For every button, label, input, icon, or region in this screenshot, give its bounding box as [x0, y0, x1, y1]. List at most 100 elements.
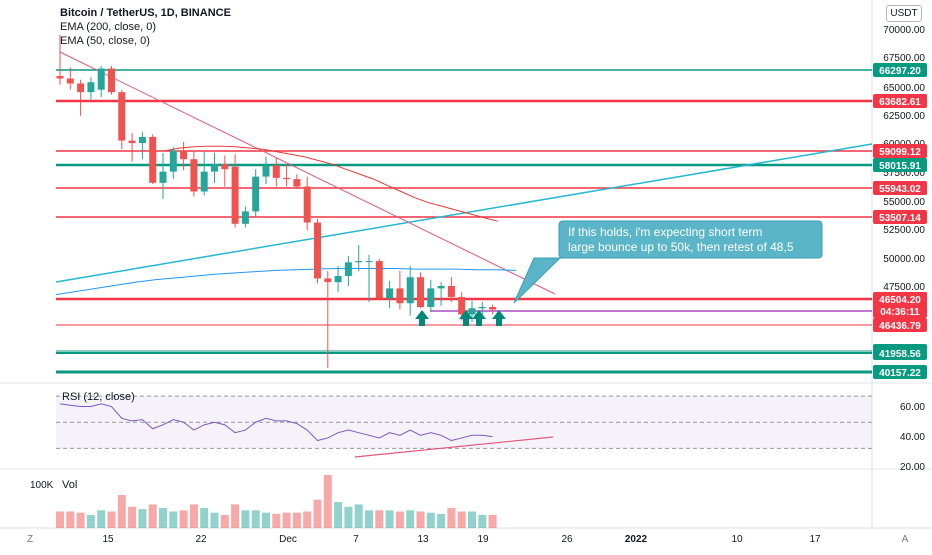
candle-body	[437, 285, 445, 289]
candle-body	[314, 222, 321, 279]
volume-bar	[189, 504, 198, 528]
candle-body	[303, 186, 311, 223]
volume-bar	[344, 506, 353, 528]
time-axis-label: 19	[477, 534, 489, 545]
price-level-label: 04:36:11	[880, 307, 920, 318]
ema200-line	[55, 268, 517, 296]
candle-body	[108, 68, 115, 93]
rsi-tick-label: 60.00	[900, 402, 925, 413]
candle-body	[252, 176, 260, 212]
candle-body	[355, 261, 363, 263]
price-tick-label: 67500.00	[883, 53, 925, 64]
volume-bar	[210, 512, 219, 528]
candle-body	[478, 307, 486, 309]
candle-body	[324, 278, 332, 283]
annotation-callout	[513, 220, 823, 304]
volume-bar	[406, 510, 415, 528]
price-level-badge-bg	[873, 346, 927, 360]
volume-bar	[179, 510, 188, 528]
candle-body	[344, 262, 352, 276]
volume-bar	[76, 512, 85, 528]
volume-bar	[169, 511, 178, 528]
ema200-legend: EMA (200, close, 0)	[60, 21, 156, 33]
volume-bar	[457, 511, 466, 528]
candle-body	[334, 275, 342, 283]
price-tick-label: 55000.00	[883, 197, 925, 208]
price-level-badge-bg	[873, 365, 927, 379]
volume-bar	[107, 511, 116, 528]
volume-bar	[128, 506, 137, 528]
candle-body	[128, 140, 136, 144]
auto-scale-button[interactable]: A	[902, 534, 909, 545]
candle-body	[169, 150, 177, 172]
volume-bar	[303, 511, 312, 528]
volume-bar	[200, 507, 209, 528]
price-tick-label: 50000.00	[883, 254, 925, 265]
candle-body	[149, 136, 157, 183]
price-tick-label: 57500.00	[883, 168, 925, 179]
volume-bar	[282, 512, 291, 528]
price-tick-label: 65000.00	[883, 83, 925, 94]
candle-body	[118, 92, 126, 141]
price-level-badge-bg	[873, 94, 927, 108]
annotation-text: large bounce up to 50k, then retest of 4…	[568, 240, 794, 254]
price-level-label: 46436.79	[879, 321, 921, 332]
price-level-badge: 46436.79	[873, 318, 927, 332]
volume-bar	[437, 513, 446, 528]
price-level-badge: 58015.91	[873, 158, 927, 172]
time-axis-label: 10	[731, 534, 743, 545]
up-arrow-icon	[415, 310, 429, 326]
candle-body	[396, 288, 404, 304]
zoom-reset-button[interactable]: Z	[27, 534, 33, 545]
candle-body	[180, 150, 188, 160]
candle-body	[97, 68, 105, 90]
candle-body	[77, 83, 85, 93]
candle-body	[489, 307, 497, 310]
candle-body	[87, 82, 95, 93]
price-level-badge-bg	[873, 144, 927, 158]
time-axis-label: 22	[195, 534, 207, 545]
ema50-legend: EMA (50, close, 0)	[60, 35, 150, 47]
candle-body	[211, 164, 218, 172]
candle-body	[406, 277, 414, 304]
volume-bar	[56, 511, 64, 528]
price-level-badge: 41958.56	[873, 346, 927, 360]
time-axis-label: 7	[353, 534, 359, 545]
candle-body	[417, 277, 424, 308]
candle-body	[458, 297, 466, 315]
price-level-badge: 04:36:11	[873, 304, 927, 318]
volume-bar	[416, 511, 425, 528]
volume-bar	[272, 513, 281, 528]
volume-scale-label: 100K	[30, 480, 54, 491]
currency-button[interactable]: USDT	[886, 5, 922, 22]
volume-bar	[148, 504, 157, 528]
price-level-badge-bg	[873, 210, 927, 224]
volume-bar	[354, 504, 363, 528]
candle-body	[190, 159, 198, 192]
price-tick-label: 52500.00	[883, 225, 925, 236]
volume-bar	[220, 515, 229, 528]
annotation-text: If this holds, i'm expecting short term	[568, 225, 762, 239]
up-arrow-icon	[472, 310, 486, 326]
price-level-badge: 63682.61	[873, 94, 927, 108]
rsi-tick-label: 40.00	[900, 432, 925, 443]
price-tick-label: 47500.00	[883, 282, 925, 293]
price-level-label: 55943.02	[879, 184, 921, 195]
volume-bar	[97, 510, 106, 528]
price-level-badge-bg	[873, 292, 927, 306]
time-axis-label: 13	[417, 534, 429, 545]
price-level-badge: 59099.12	[873, 144, 927, 158]
volume-bar	[395, 511, 404, 528]
time-axis-label: Dec	[279, 534, 297, 545]
price-level-label: 41958.56	[879, 349, 921, 360]
price-tick-label: 62500.00	[883, 111, 925, 122]
candle-body	[241, 211, 249, 224]
price-level-label: 63682.61	[879, 97, 921, 108]
volume-bar	[323, 474, 332, 528]
price-level-badge: 53507.14	[873, 210, 927, 224]
price-level-badge-bg	[873, 158, 927, 172]
price-level-label: 59099.12	[879, 147, 921, 158]
